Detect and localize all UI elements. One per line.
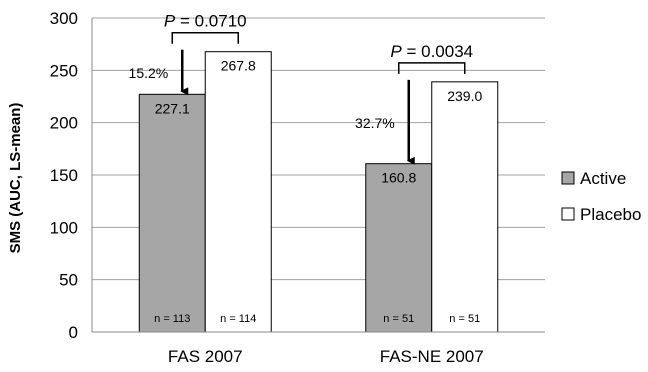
x-category-label: FAS 2007 bbox=[168, 347, 243, 366]
sample-size-label: n = 113 bbox=[154, 313, 190, 325]
sample-size-label: n = 114 bbox=[220, 313, 256, 325]
y-tick-label: 150 bbox=[50, 166, 78, 185]
reduction-label: 15.2% bbox=[129, 65, 169, 81]
legend-label: Placebo bbox=[580, 205, 641, 224]
bars: 227.1 n = 113 267.8 n = 114 160.8 n = 51 239.0… bbox=[138, 51, 499, 333]
y-axis-label: SMS (AUC, LS-mean) bbox=[7, 103, 24, 254]
bar-value-label: 227.1 bbox=[155, 100, 190, 116]
y-tick-label: 250 bbox=[50, 61, 78, 80]
y-tick-label: 200 bbox=[50, 114, 78, 133]
legend: Active Placebo bbox=[561, 169, 641, 224]
sample-size-label: n = 51 bbox=[383, 313, 414, 325]
legend-swatch bbox=[561, 207, 575, 221]
p-value-label: P = 0.0710 bbox=[164, 12, 247, 31]
bar-placebo bbox=[204, 51, 272, 333]
reduction-label: 32.7% bbox=[355, 115, 395, 131]
y-tick-labels: 0 50 100 150 200 250 300 bbox=[50, 9, 78, 342]
y-tick-label: 300 bbox=[50, 9, 78, 28]
x-category-labels: FAS 2007 FAS-NE 2007 bbox=[168, 347, 484, 366]
y-tick-label: 50 bbox=[59, 271, 78, 290]
bar-value-label: 239.0 bbox=[447, 88, 482, 104]
legend-swatch bbox=[561, 171, 575, 185]
p-value-bracket bbox=[171, 31, 239, 44]
y-tick-label: 0 bbox=[69, 323, 78, 342]
x-category-label: FAS-NE 2007 bbox=[380, 347, 484, 366]
sample-size-label: n = 51 bbox=[449, 313, 480, 325]
legend-label: Active bbox=[580, 169, 626, 188]
bar-value-label: 160.8 bbox=[381, 170, 416, 186]
p-value-label: P = 0.0034 bbox=[390, 42, 473, 61]
annotations: P = 0.0710 15.2% P = 0.0034 32.7% bbox=[129, 12, 473, 165]
bar-active bbox=[365, 163, 433, 333]
bar-active bbox=[138, 93, 206, 333]
bar-value-label: 267.8 bbox=[221, 58, 256, 74]
y-tick-label: 100 bbox=[50, 218, 78, 237]
p-value-bracket bbox=[398, 62, 466, 74]
bar-placebo bbox=[431, 81, 499, 333]
